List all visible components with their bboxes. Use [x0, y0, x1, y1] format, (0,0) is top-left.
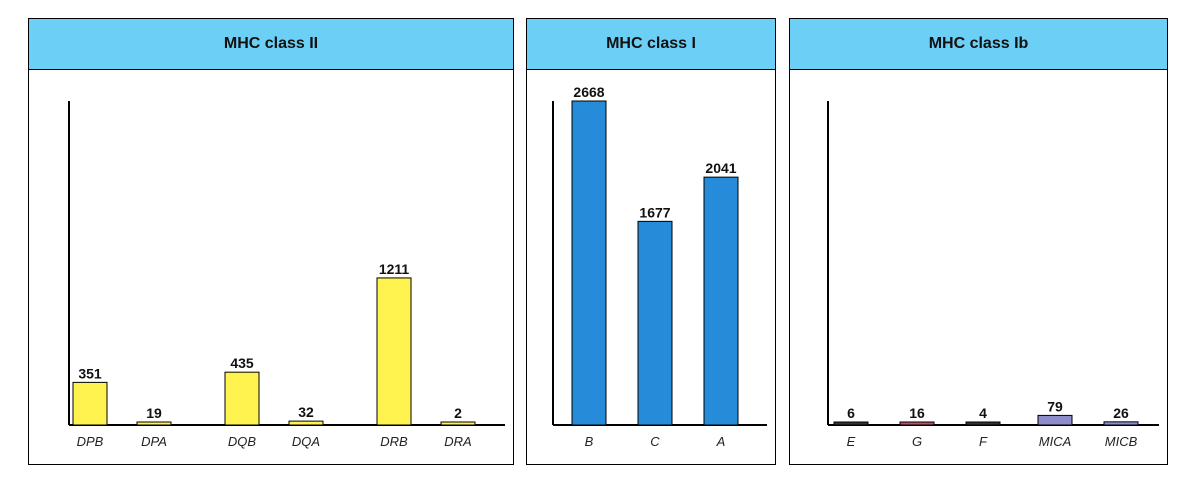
panel-title: MHC class Ib	[790, 19, 1167, 70]
value-label: 435	[230, 355, 254, 371]
category-label: G	[912, 434, 922, 449]
category-label: DRB	[380, 434, 408, 449]
bar-dpb	[72, 381, 108, 426]
category-label: F	[979, 434, 988, 449]
category-label: DPA	[141, 434, 167, 449]
value-label: 16	[909, 405, 925, 421]
category-label: MICA	[1039, 434, 1072, 449]
category-label: DRA	[444, 434, 471, 449]
value-label: 351	[78, 365, 102, 381]
value-label: 32	[298, 404, 314, 420]
bar-micb	[1103, 421, 1139, 426]
bar-g	[899, 421, 935, 426]
value-label: 2041	[705, 160, 736, 176]
category-label: B	[585, 434, 594, 449]
panel-mhc-class-i: MHC class I 2668 B 1677 C 2041 A	[526, 18, 776, 465]
value-label: 26	[1113, 405, 1129, 421]
bar-c	[637, 220, 673, 426]
category-label: E	[847, 434, 856, 449]
category-label: DPB	[77, 434, 104, 449]
chart-mhc-class-i: 2668 B 1677 C 2041 A	[552, 84, 767, 449]
category-label: A	[716, 434, 726, 449]
category-label: DQB	[228, 434, 257, 449]
bar-dqa	[288, 420, 324, 426]
bar-b	[571, 100, 607, 426]
bar-e	[833, 421, 869, 426]
chart-mhc-class-ib: 6 E 16 G 4 F 79 MICA 26 MICB	[827, 101, 1159, 449]
category-label: DQA	[292, 434, 320, 449]
panel-mhc-class-ib: MHC class Ib 6 E 16 G 4 F 79 MICA 26 MICB	[789, 18, 1168, 465]
category-label: C	[650, 434, 660, 449]
bar-drb	[376, 277, 412, 426]
bar-dqb	[224, 371, 260, 426]
chart-mhc-class-ii: 351 DPB 19 DPA 435 DQB 32 DQA 1211 DRB 2 DRA	[68, 101, 505, 449]
value-label: 2668	[573, 84, 604, 100]
value-label: 6	[847, 405, 855, 421]
bar-f	[965, 421, 1001, 426]
value-label: 1211	[379, 261, 410, 277]
bar-dpa	[136, 421, 172, 426]
value-label: 19	[146, 405, 162, 421]
panel-mhc-class-ii: MHC class II 351 DPB 19 DPA 435 DQB 32 DQA 1211 D…	[28, 18, 514, 465]
bar-mica	[1037, 414, 1073, 426]
value-label: 2	[454, 405, 462, 421]
category-label: MICB	[1105, 434, 1138, 449]
value-label: 1677	[639, 204, 670, 220]
panel-title: MHC class II	[29, 19, 513, 70]
value-label: 4	[979, 405, 987, 421]
value-label: 79	[1047, 398, 1063, 414]
bar-a	[703, 176, 739, 426]
bar-dra	[440, 421, 476, 426]
panel-title: MHC class I	[527, 19, 775, 70]
